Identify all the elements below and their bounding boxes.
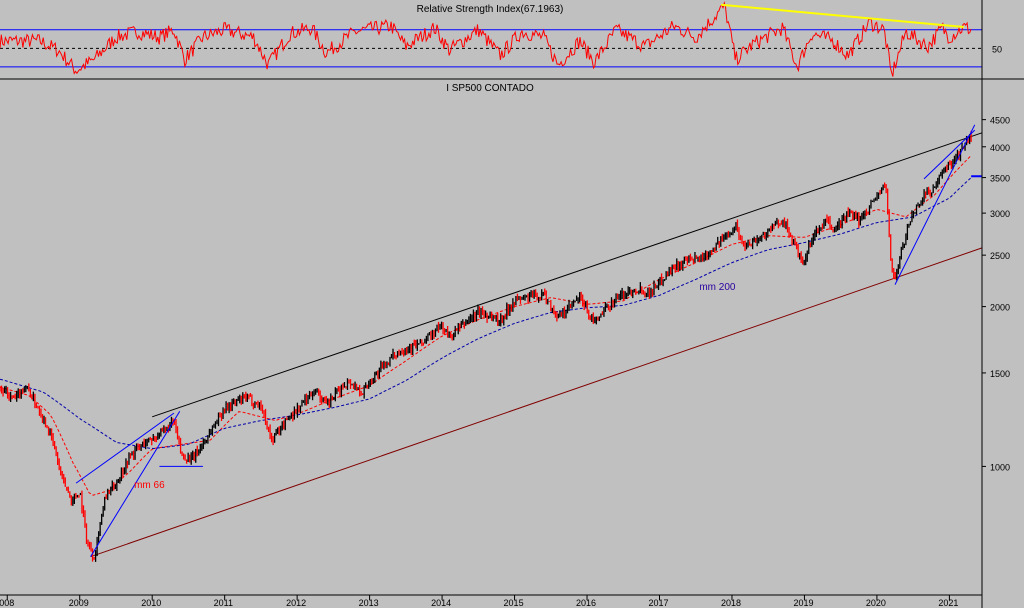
ma-fast-line bbox=[0, 155, 972, 496]
x-tick-label: 2017 bbox=[648, 598, 668, 608]
price-title: I SP500 CONTADO bbox=[446, 83, 534, 94]
x-tick-label: 2019 bbox=[793, 598, 813, 608]
rsi-y-tick-label: 50 bbox=[992, 44, 1002, 54]
price-y-tick-label: 4500 bbox=[990, 116, 1010, 126]
price-y-tick-label: 1500 bbox=[990, 369, 1010, 379]
x-tick-label: 2014 bbox=[431, 598, 451, 608]
price-trendlines bbox=[75, 124, 982, 557]
x-tick-label: 2018 bbox=[721, 598, 741, 608]
price-bars bbox=[0, 130, 972, 562]
x-tick-label: 2016 bbox=[576, 598, 596, 608]
x-tick-label: 2010 bbox=[141, 598, 161, 608]
price-y-tick-label: 2500 bbox=[990, 251, 1010, 261]
x-tick-label: 2015 bbox=[504, 598, 524, 608]
blue-trendline bbox=[75, 412, 175, 484]
price-y-tick-label: 3000 bbox=[990, 209, 1010, 219]
channel-top-line bbox=[152, 132, 983, 418]
ma-slow-label: mm 200 bbox=[699, 282, 736, 293]
x-tick-label: 2009 bbox=[69, 598, 89, 608]
blue-trendline bbox=[894, 124, 976, 285]
rsi-trendline bbox=[721, 3, 964, 29]
rsi-series bbox=[0, 1, 972, 77]
price-channel bbox=[90, 132, 983, 558]
blue-trendline bbox=[90, 411, 181, 557]
price-y-tick-label: 3500 bbox=[990, 174, 1010, 184]
time-x-axis: 008 2009 2010 2011 2012 2013 2014 2015 2016 2017 2… bbox=[0, 595, 958, 608]
rsi-y-axis: 50 bbox=[992, 44, 1002, 54]
x-tick-label: 2011 bbox=[214, 598, 233, 608]
x-tick-label: 2021 bbox=[938, 598, 958, 608]
price-panel: I SP500 CONTADO 1000 1500 2000 2500 3000 3500… bbox=[0, 83, 1010, 608]
price-y-axis: 1000 1500 2000 2500 3000 3500 4000 4500 bbox=[982, 116, 1010, 472]
ma-fast-label: mm 66 bbox=[134, 480, 165, 491]
price-panel-background bbox=[0, 80, 982, 595]
x-tick-label: 2013 bbox=[359, 598, 379, 608]
x-tick-label: 2020 bbox=[866, 598, 886, 608]
rsi-title: Relative Strength Index(67.1963) bbox=[417, 4, 564, 15]
price-y-tick-label: 1000 bbox=[990, 462, 1010, 472]
price-y-tick-label: 4000 bbox=[990, 143, 1010, 153]
rsi-panel: Relative Strength Index(67.1963) 50 bbox=[0, 1, 1002, 77]
channel-bottom-line bbox=[90, 247, 983, 558]
rsi-yellow-trendline bbox=[721, 3, 964, 29]
x-tick-label: 2012 bbox=[286, 598, 306, 608]
x-tick-label: 008 bbox=[0, 598, 14, 608]
blue-trendline bbox=[923, 129, 976, 180]
price-y-tick-label: 2000 bbox=[990, 303, 1010, 313]
rsi-line bbox=[0, 1, 972, 77]
